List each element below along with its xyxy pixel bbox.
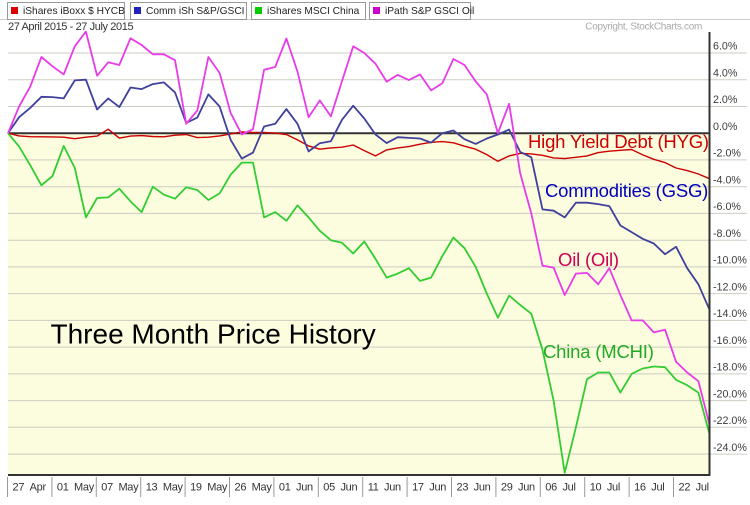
svg-text:-16.0%: -16.0% xyxy=(713,335,747,347)
svg-text:Comm iSh S&P/GSCI: Comm iSh S&P/GSCI xyxy=(146,6,245,17)
svg-text:01 May: 01 May xyxy=(57,482,95,494)
svg-text:11 Jun: 11 Jun xyxy=(368,482,401,494)
svg-text:iShares iBoxx $ HYCB: iShares iBoxx $ HYCB xyxy=(23,6,125,17)
svg-text:0.0%: 0.0% xyxy=(713,121,738,133)
svg-text:27 April 2015 - 27 July 2015: 27 April 2015 - 27 July 2015 xyxy=(8,21,133,33)
svg-text:-2.0%: -2.0% xyxy=(713,148,741,160)
svg-text:Copyright, StockCharts.com: Copyright, StockCharts.com xyxy=(585,22,702,33)
svg-text:27 Apr: 27 Apr xyxy=(13,482,47,494)
svg-text:6.0%: 6.0% xyxy=(713,41,738,53)
svg-text:05 Jun: 05 Jun xyxy=(323,482,357,494)
svg-text:-18.0%: -18.0% xyxy=(713,362,747,374)
svg-text:07 May: 07 May xyxy=(101,482,139,494)
svg-text:19 May: 19 May xyxy=(190,482,228,494)
svg-text:16 Jul: 16 Jul xyxy=(634,482,664,494)
svg-text:-4.0%: -4.0% xyxy=(713,174,741,186)
svg-text:29 Jun: 29 Jun xyxy=(501,482,535,494)
svg-text:-24.0%: -24.0% xyxy=(713,442,747,454)
svg-text:Oil (Oil): Oil (Oil) xyxy=(558,249,619,270)
svg-text:-20.0%: -20.0% xyxy=(713,388,747,400)
svg-text:-6.0%: -6.0% xyxy=(713,201,741,213)
svg-text:-12.0%: -12.0% xyxy=(713,281,747,293)
svg-text:China (MCHI): China (MCHI) xyxy=(543,341,654,362)
svg-text:01 Jun: 01 Jun xyxy=(279,482,313,494)
svg-text:4.0%: 4.0% xyxy=(713,67,738,79)
svg-text:22 Jul: 22 Jul xyxy=(679,482,709,494)
svg-text:iShares MSCI China: iShares MSCI China xyxy=(267,6,360,17)
svg-text:23 Jun: 23 Jun xyxy=(457,482,491,494)
svg-text:iPath S&P GSCI Oil: iPath S&P GSCI Oil xyxy=(385,6,474,17)
svg-text:10 Jul: 10 Jul xyxy=(590,482,620,494)
svg-text:2.0%: 2.0% xyxy=(713,94,738,106)
svg-text:13 May: 13 May xyxy=(146,482,184,494)
svg-text:Commodities (GSG): Commodities (GSG) xyxy=(545,180,708,201)
svg-text:26 May: 26 May xyxy=(235,482,273,494)
svg-text:06 Jul: 06 Jul xyxy=(545,482,575,494)
svg-text:-22.0%: -22.0% xyxy=(713,415,747,427)
svg-text:High Yield Debt (HYG): High Yield Debt (HYG) xyxy=(528,131,709,152)
svg-text:-14.0%: -14.0% xyxy=(713,308,747,320)
svg-text:-8.0%: -8.0% xyxy=(713,228,741,240)
svg-text:-10.0%: -10.0% xyxy=(713,255,747,267)
svg-text:17 Jun: 17 Jun xyxy=(412,482,446,494)
svg-text:Three Month Price History: Three Month Price History xyxy=(51,319,376,350)
